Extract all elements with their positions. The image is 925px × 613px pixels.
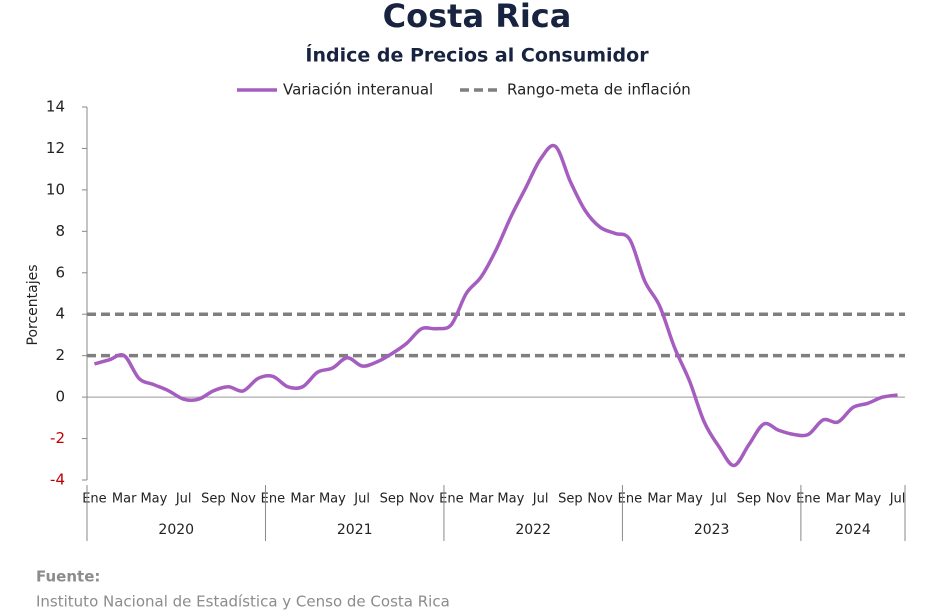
- legend-label: Variación interanual: [283, 81, 433, 99]
- x-tick-label: Mar: [469, 492, 494, 507]
- legend-label: Rango-meta de inflación: [507, 81, 691, 99]
- x-tick-label: Jul: [889, 492, 906, 507]
- y-tick-label: -2: [50, 429, 65, 447]
- chart-subtitle: Índice de Precios al Consumidor: [305, 44, 649, 67]
- x-tick-label: Ene: [439, 492, 463, 507]
- x-tick-label: May: [140, 492, 167, 507]
- x-tick-label: Mar: [647, 492, 672, 507]
- x-tick-label: Nov: [587, 492, 613, 507]
- x-tick-label: Mar: [826, 492, 851, 507]
- y-tick-label: 8: [55, 222, 65, 240]
- y-tick-label: 6: [55, 263, 65, 281]
- x-tick-label: Nov: [230, 492, 256, 507]
- x-tick-label: Jul: [175, 492, 192, 507]
- x-tick-label: May: [319, 492, 346, 507]
- y-tick-label: 10: [46, 180, 65, 198]
- x-tick-label: Sep: [201, 492, 226, 507]
- x-tick-label: Jul: [353, 492, 370, 507]
- x-tick-label: Ene: [82, 492, 106, 507]
- x-tick-label: Nov: [766, 492, 792, 507]
- x-tick-label: Mar: [290, 492, 315, 507]
- x-tick-label: Ene: [618, 492, 642, 507]
- source: Instituto Nacional de Estadística y Cens…: [36, 593, 450, 611]
- y-tick-label: 2: [55, 346, 65, 364]
- year-label: 2022: [515, 522, 551, 538]
- x-tick-label: Sep: [737, 492, 762, 507]
- y-tick-label: 0: [55, 388, 65, 406]
- x-tick-label: Jul: [710, 492, 727, 507]
- x-tick-label: Sep: [380, 492, 405, 507]
- source-label: Fuente:: [36, 568, 100, 586]
- x-tick-label: Ene: [261, 492, 285, 507]
- y-tick-label: -4: [50, 471, 65, 489]
- x-tick-label: Jul: [532, 492, 549, 507]
- year-label: 2020: [158, 522, 194, 538]
- y-tick-label: 4: [55, 305, 65, 323]
- x-tick-label: Sep: [558, 492, 583, 507]
- x-tick-label: May: [854, 492, 881, 507]
- x-tick-label: Ene: [796, 492, 820, 507]
- series-line: [93, 143, 898, 468]
- x-tick-label: Nov: [409, 492, 435, 507]
- y-axis-label: Porcentajes: [25, 264, 41, 345]
- year-label: 2024: [835, 522, 871, 538]
- year-label: 2023: [694, 522, 730, 538]
- x-tick-label: Mar: [112, 492, 137, 507]
- y-tick-label: 12: [46, 139, 65, 157]
- x-tick-label: May: [676, 492, 703, 507]
- year-label: 2021: [337, 522, 373, 538]
- y-tick-label: 14: [46, 98, 65, 116]
- chart-title: Costa Rica: [383, 0, 572, 35]
- x-tick-label: May: [497, 492, 524, 507]
